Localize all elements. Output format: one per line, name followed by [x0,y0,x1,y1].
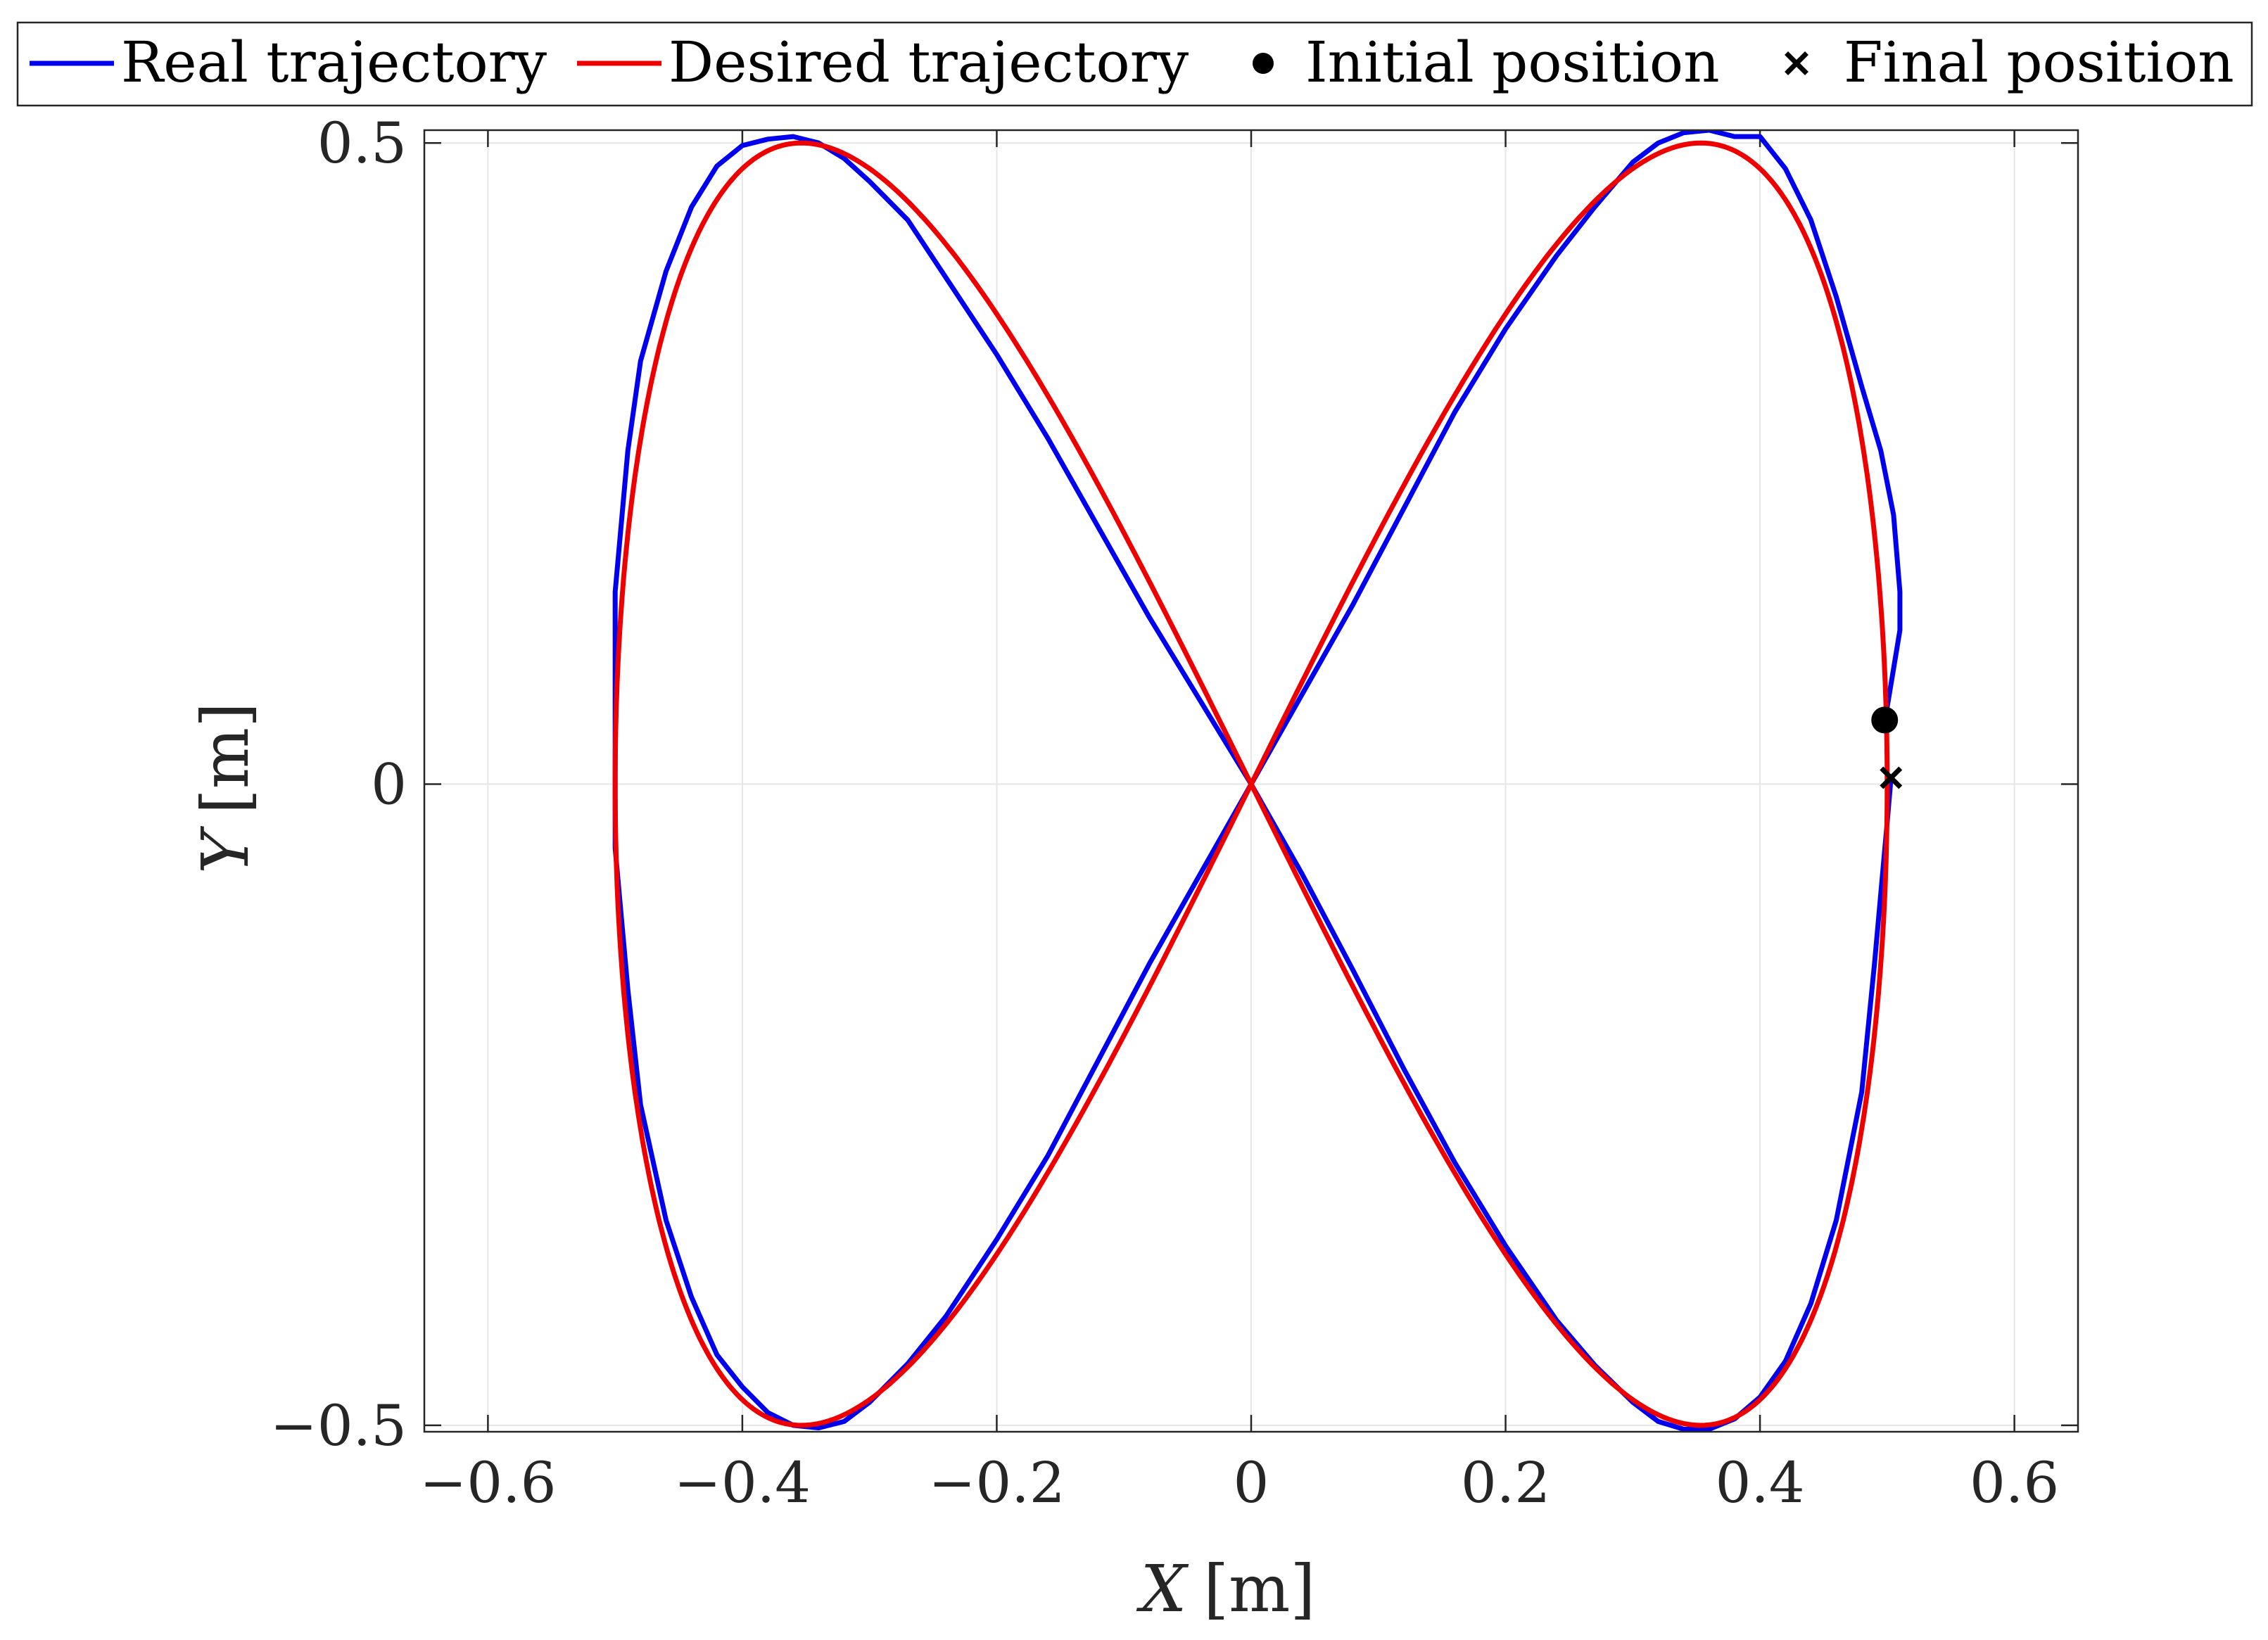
legend-label-initial-position: Initial position [1305,30,1720,95]
y-tick-label: −0.5 [270,1393,407,1458]
x-axis-title-unit: [m] [1203,1551,1315,1627]
y-axis-title-variable: Y [188,825,263,874]
x-tick-label: −0.4 [674,1450,811,1515]
marker-final-position [1880,766,1903,789]
legend-label-real-trajectory: Real trajectory [121,30,547,95]
x-axis-title-variable: X [1136,1551,1189,1627]
x-tick-label: 0.6 [1970,1450,2059,1515]
y-tick-label: 0 [371,752,407,818]
axis-ticks [424,130,2078,1432]
x-tick-label: 0.4 [1715,1450,1804,1515]
y-axis-title-unit: [m] [188,702,263,814]
x-tick-label: 0.2 [1461,1450,1550,1515]
x-tick-label: −0.2 [928,1450,1065,1515]
x-axis-title: X [m] [1136,1551,1316,1627]
x-tick-labels: −0.6 −0.4 −0.2 0 0.2 0.4 0.6 [419,1450,2059,1515]
marker-final-stroke [1880,766,1903,789]
legend-marker-final-icon [1785,51,1808,75]
position-markers [1871,706,1903,789]
plot-area-border [423,129,2079,1433]
y-tick-label: 0.5 [317,110,407,176]
legend-box [16,21,2253,107]
x-tick-label: −0.6 [419,1450,556,1515]
series-line-real-trajectory [612,130,1903,1432]
y-axis-title: Y [m] [188,702,263,874]
x-tick-label: 0 [1234,1450,1269,1515]
series-line-desired-trajectory [612,140,1890,1428]
legend-marker-initial-icon [1253,53,1274,74]
legend: Real trajectory Desired trajectory Initi… [16,21,2253,107]
y-tick-labels: −0.5 0 0.5 [270,110,407,1458]
legend-label-final-position: Final position [1844,30,2234,95]
legend-label-desired-trajectory: Desired trajectory [669,30,1189,95]
marker-initial-position [1871,706,1899,734]
